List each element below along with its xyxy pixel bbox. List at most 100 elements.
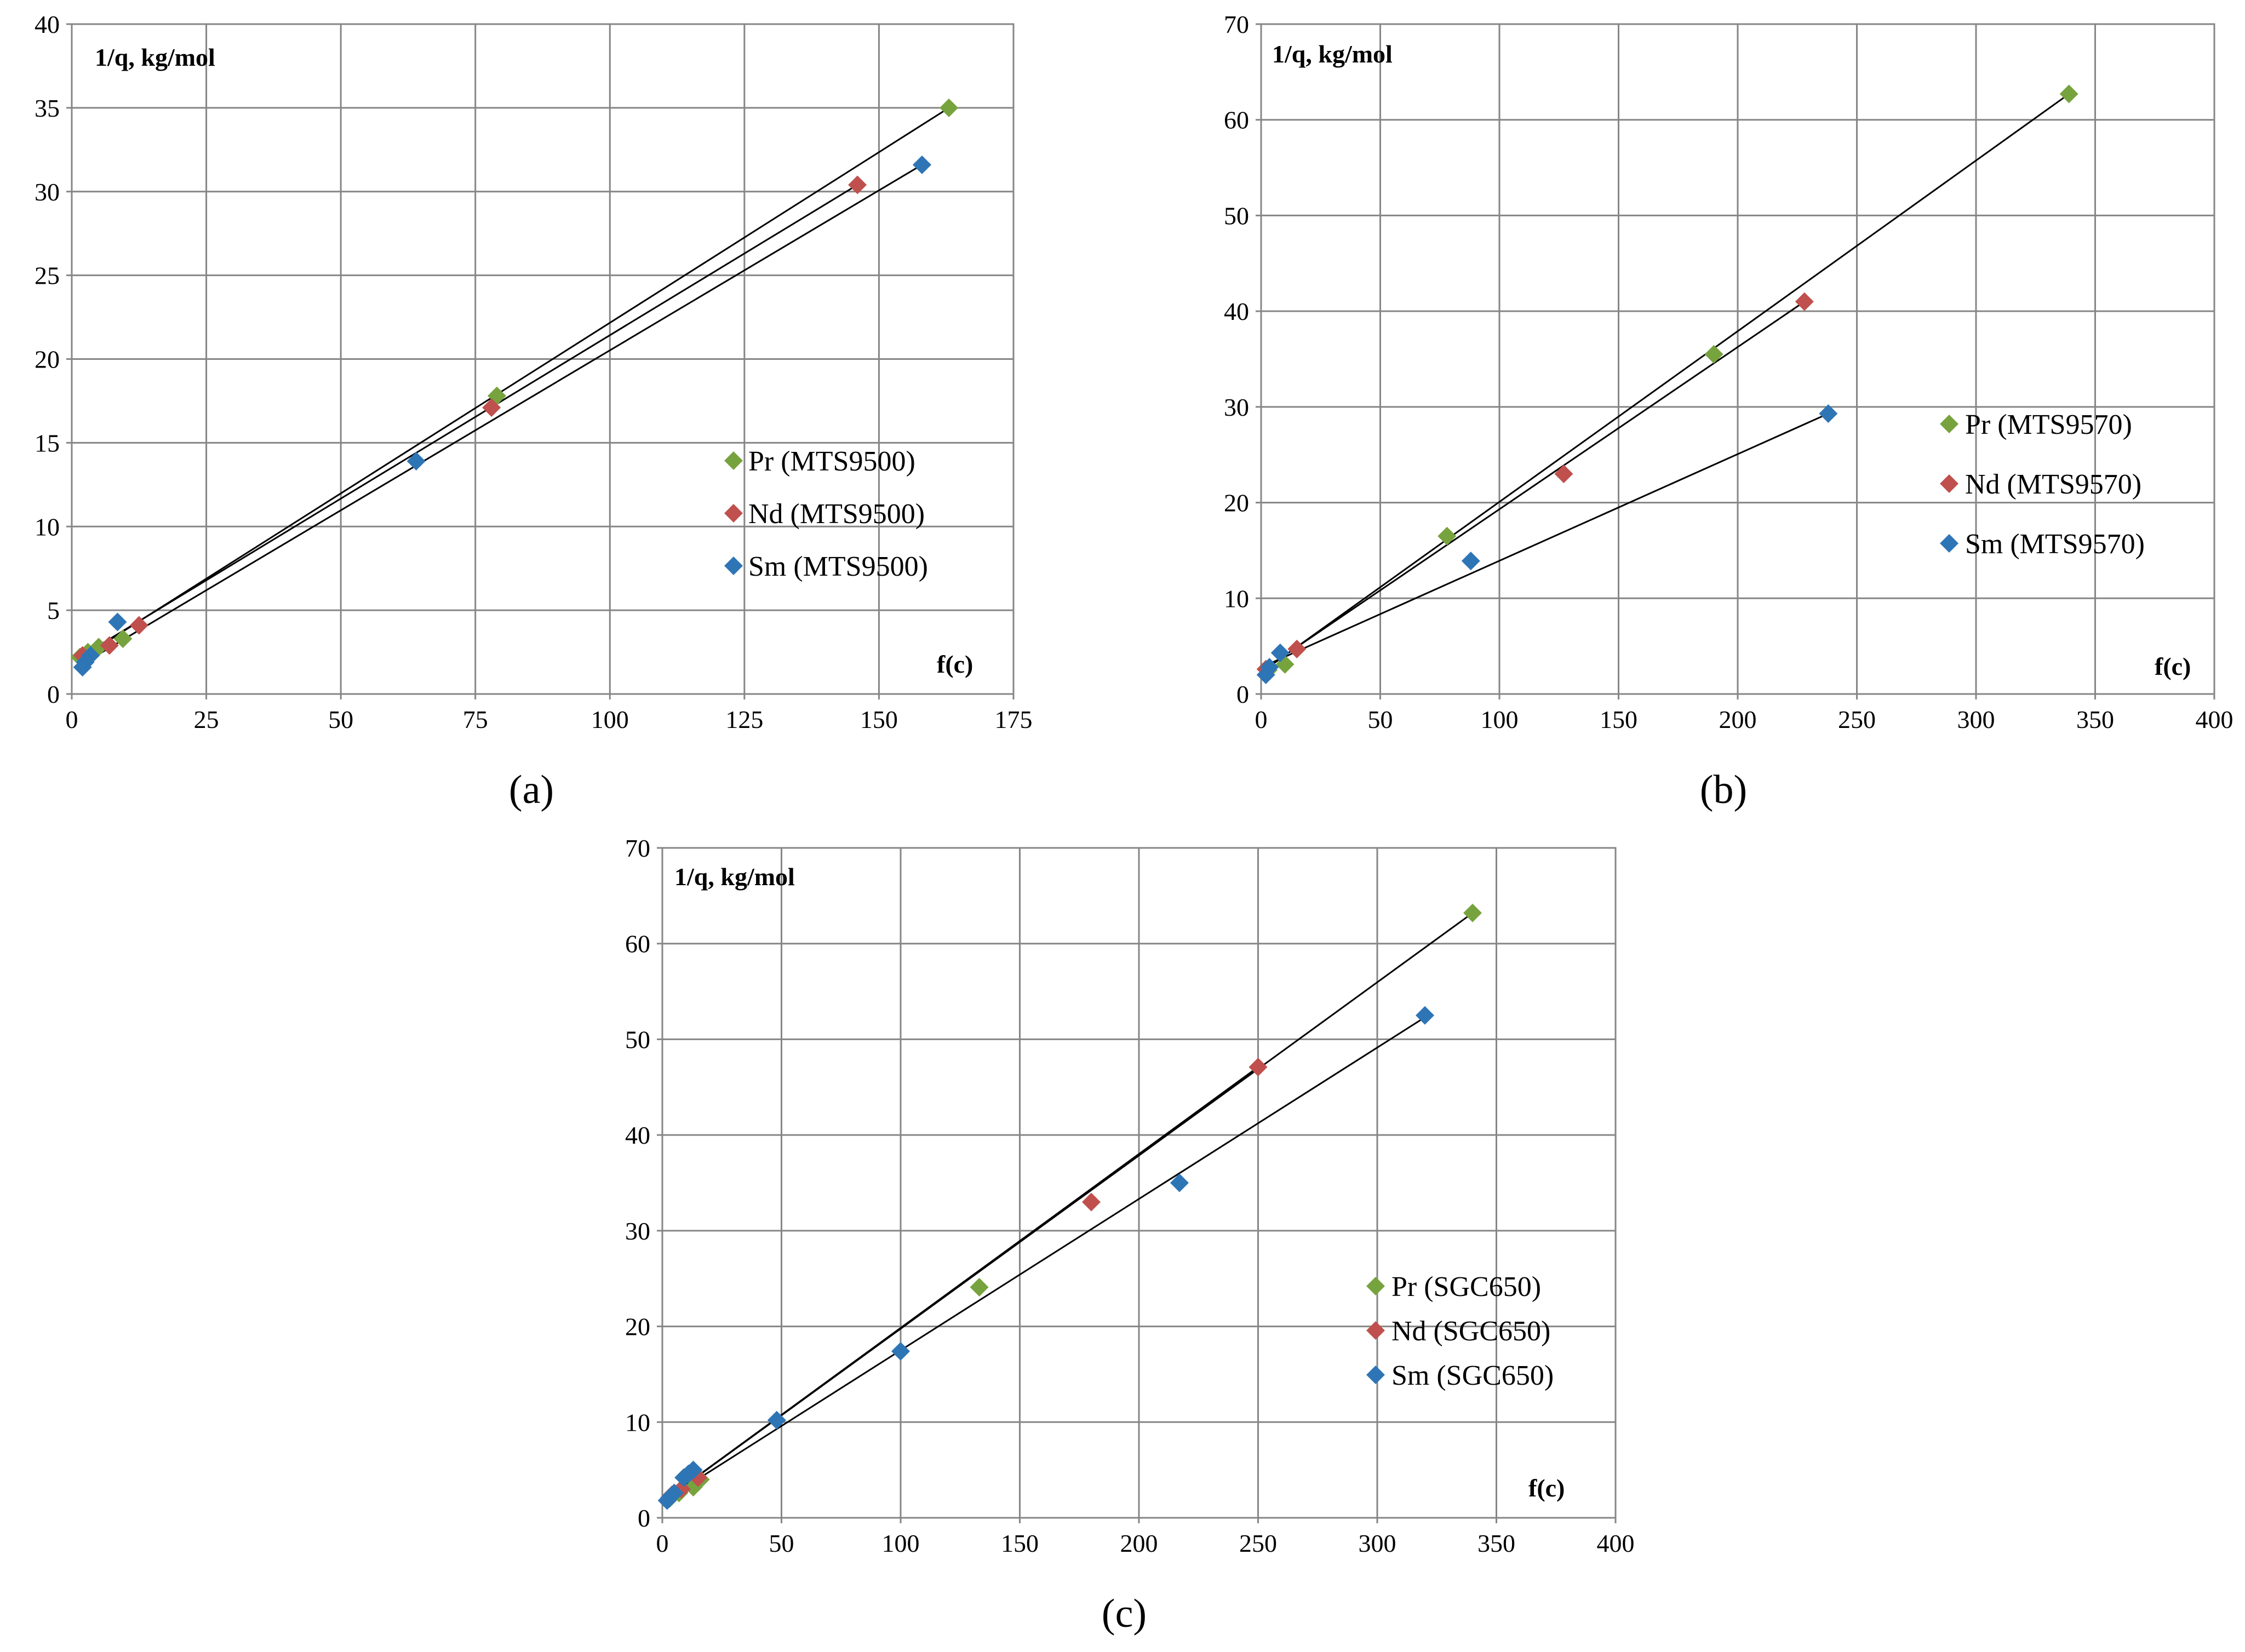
y-axis-title: 1/q, kg/mol [95, 43, 215, 71]
legend-label-pr: Pr (MTS9570) [1965, 409, 2132, 440]
legend-label-nd: Nd (MTS9500) [748, 498, 925, 530]
y-tick-label: 20 [625, 1313, 650, 1341]
x-tick-label: 25 [194, 705, 219, 733]
y-tick-label: 30 [1224, 393, 1249, 421]
x-tick-label: 250 [1838, 705, 1876, 733]
y-tick-label: 35 [35, 94, 60, 122]
y-tick-label: 20 [35, 346, 60, 374]
x-tick-label: 150 [860, 705, 898, 733]
x-tick-label: 50 [1368, 705, 1393, 733]
legend-marker-nd [1940, 474, 1958, 493]
legend-label-nd: Nd (MTS9570) [1965, 469, 2141, 500]
y-tick-label: 15 [35, 429, 60, 457]
legend-marker-pr [1366, 1277, 1385, 1295]
y-tick-label: 70 [1224, 10, 1249, 38]
x-tick-label: 125 [725, 705, 763, 733]
data-point-sm [1416, 1006, 1434, 1025]
data-point-nd [129, 616, 148, 635]
data-point-nd [482, 398, 501, 417]
data-point-sm [1819, 404, 1838, 423]
y-tick-label: 30 [625, 1217, 650, 1245]
y-tick-label: 0 [1236, 680, 1249, 708]
legend-marker-sm [724, 557, 743, 575]
tick-labels: 0 50 100 150 200 250 300 350 400 0 10 20 30 40 50 60 70 [625, 834, 1635, 1557]
data-point-pr [1704, 345, 1723, 364]
chart-panel-b: 0 50 100 150 200 250 300 350 400010203040506070 … [1224, 10, 2233, 812]
x-tick-label: 200 [1719, 705, 1757, 733]
x-tick-label: 100 [882, 1529, 920, 1557]
legend-label-nd: Nd (SGC650) [1391, 1316, 1550, 1347]
trendline-nd [671, 1066, 1259, 1496]
x-axis-title: f(c) [1528, 1474, 1565, 1502]
x-tick-label: 400 [1597, 1529, 1635, 1557]
x-tick-label: 150 [1001, 1529, 1039, 1557]
legend-label-sm: Sm (SGC650) [1391, 1360, 1554, 1391]
gridlines [1261, 24, 2214, 694]
x-tick-label: 0 [656, 1529, 669, 1557]
data-point-nd [1082, 1192, 1101, 1212]
trendline-pr [82, 107, 949, 658]
legend-marker-sm [1366, 1366, 1385, 1384]
x-tick-label: 400 [2196, 705, 2233, 733]
x-tick-label: 175 [995, 705, 1033, 733]
legend-marker-sm [1940, 534, 1958, 553]
x-tick-label: 100 [591, 705, 629, 733]
y-tick-label: 10 [35, 513, 60, 541]
x-tick-label: 300 [1957, 705, 1995, 733]
tick-labels: 0 25 50 75 100 125 150 175 0 5 10 15 20 25 30 35 40 [35, 10, 1033, 733]
y-tick-label: 40 [35, 10, 60, 38]
y-tick-label: 5 [47, 596, 60, 624]
y-tick-label: 30 [35, 178, 60, 206]
legend-label-sm: Sm (MTS9570) [1965, 529, 2145, 560]
x-axis-title: f(c) [937, 650, 973, 678]
x-tick-label: 0 [66, 705, 78, 733]
data-point-nd [100, 636, 119, 655]
y-tick-label: 25 [35, 262, 60, 290]
data-points [657, 903, 1482, 1510]
x-tick-label: 100 [1481, 705, 1519, 733]
trendline-sm [666, 1016, 1425, 1500]
y-tick-label: 50 [1224, 202, 1249, 230]
data-point-pr [1438, 526, 1457, 546]
y-tick-label: 40 [1224, 297, 1249, 325]
y-tick-label: 60 [625, 930, 650, 958]
chart-panel-c: 0 50 100 150 200 250 300 350 400010203040506070 … [625, 834, 1635, 1636]
data-point-sm [108, 612, 127, 632]
panel-label-b: (b) [1700, 767, 1747, 812]
data-points [1256, 84, 2078, 685]
trendline-sm [1265, 412, 1829, 666]
chart-panel-a: 0 25 50 75 100 125 150 175 0 5 10 15 20 25 30 35 40 1/q,… [35, 10, 1033, 812]
legend: Pr (MTS9500) Nd (MTS9500) Sm (MTS9500) [724, 446, 928, 582]
data-point-nd [1249, 1058, 1268, 1077]
y-tick-label: 60 [1224, 106, 1249, 134]
x-tick-label: 200 [1120, 1529, 1158, 1557]
x-tick-label: 150 [1600, 705, 1637, 733]
trendline-pr [1265, 93, 2070, 670]
data-point-pr [970, 1277, 989, 1297]
data-point-sm [1260, 658, 1279, 677]
panel-label-c: (c) [1102, 1591, 1147, 1636]
trendline-sm [82, 164, 923, 665]
data-point-nd [1554, 464, 1573, 484]
data-points [70, 98, 959, 677]
y-tick-label: 20 [1224, 489, 1249, 517]
x-tick-label: 250 [1239, 1529, 1277, 1557]
legend: Pr (MTS9570) Nd (MTS9570) Sm (MTS9570) [1940, 409, 2145, 560]
data-point-pr [2059, 84, 2078, 104]
x-tick-label: 50 [328, 705, 353, 733]
data-point-nd [1795, 292, 1814, 311]
y-tick-label: 0 [638, 1504, 650, 1532]
panel-label-a: (a) [509, 767, 554, 812]
trendline-nd [82, 184, 858, 656]
data-point-sm [684, 1460, 703, 1479]
trend-lines [1265, 93, 2070, 670]
tick-labels: 0 50 100 150 200 250 300 350 400 0 10 20 30 40 50 60 70 [1224, 10, 2233, 733]
legend-marker-nd [1366, 1321, 1385, 1340]
legend-marker-nd [724, 504, 743, 523]
trend-lines [82, 107, 949, 665]
y-tick-label: 70 [625, 834, 650, 862]
legend-marker-pr [724, 451, 743, 470]
data-point-sm [1461, 552, 1480, 571]
y-axis-title: 1/q, kg/mol [1272, 40, 1393, 68]
